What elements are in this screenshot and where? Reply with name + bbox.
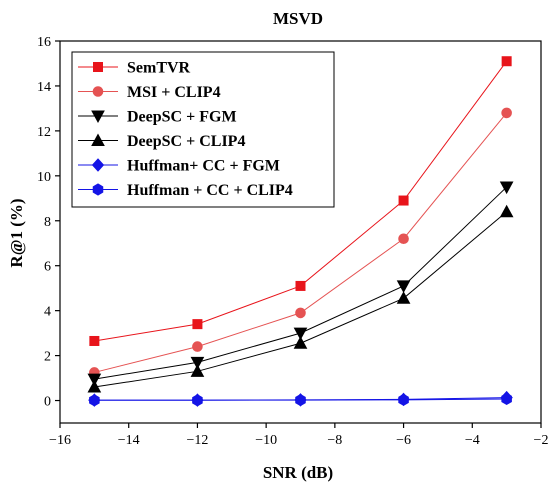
y-tick-label: 0 (44, 395, 51, 410)
legend-label: Huffman+ CC + FGM (127, 158, 280, 175)
legend-marker (91, 133, 105, 146)
x-tick-label: −12 (186, 433, 208, 448)
x-tick-label: −10 (255, 433, 277, 448)
legend-item: Huffman+ CC + FGM (78, 158, 280, 175)
legend-marker (91, 158, 105, 172)
x-axis-title: SNR (dB) (263, 463, 333, 482)
data-point (89, 335, 100, 346)
y-tick-label: 6 (44, 260, 51, 275)
legend-marker (92, 183, 104, 196)
data-point (192, 394, 203, 407)
x-tick-label: −8 (327, 433, 342, 448)
series-3 (87, 204, 514, 393)
data-point (396, 280, 411, 293)
data-point (87, 373, 102, 387)
data-point (499, 204, 514, 218)
data-point (190, 356, 205, 370)
y-tick-label: 14 (37, 80, 51, 95)
chart-title: MSVD (273, 9, 323, 28)
data-point (295, 394, 306, 407)
data-point (501, 392, 512, 406)
legend-label: Huffman + CC + CLIP4 (127, 182, 293, 199)
axes: −16 −14 −12 −10 −8 −6 −4 −2 0 2 4 6 8 10 12 14 16 (37, 35, 548, 448)
data-point (295, 307, 306, 319)
series-0 (89, 56, 512, 346)
legend-marker (92, 86, 104, 97)
y-tick-label: 12 (37, 125, 51, 140)
legend-item: SemTVR (78, 60, 191, 77)
data-point (398, 195, 409, 206)
y-tick-label: 4 (44, 305, 51, 320)
data-point (89, 394, 100, 407)
series-2 (87, 181, 514, 387)
y-axis-title: R@1 (%) (7, 198, 26, 267)
legend-item: Huffman + CC + CLIP4 (78, 182, 293, 199)
y-tick-label: 2 (44, 350, 51, 365)
series-layer (87, 56, 514, 407)
data-point (293, 327, 308, 341)
legend: SemTVR MSI + CLIP4 DeepSC + FGM DeepSC + CL… (71, 51, 335, 208)
data-point (295, 280, 306, 291)
data-point (87, 380, 102, 393)
series-1 (89, 107, 512, 378)
legend-label: SemTVR (127, 60, 191, 77)
data-point (398, 393, 409, 406)
data-point (192, 319, 203, 330)
x-tick-label: −16 (49, 433, 71, 448)
data-point (501, 56, 512, 67)
legend-label: DeepSC + FGM (127, 109, 237, 126)
y-tick-label: 10 (37, 170, 51, 185)
legend-item: DeepSC + CLIP4 (78, 133, 245, 150)
legend-box (71, 51, 335, 208)
data-point (293, 336, 308, 349)
legend-marker (93, 62, 103, 72)
series-line (94, 211, 507, 388)
data-point (499, 181, 514, 195)
data-point (501, 107, 512, 119)
x-tick-label: −4 (465, 433, 480, 448)
legend-item: MSI + CLIP4 (78, 84, 221, 101)
series-5 (89, 392, 512, 407)
y-tick-label: 8 (44, 215, 51, 230)
y-tick-label: 16 (37, 35, 51, 50)
x-tick-label: −6 (396, 433, 411, 448)
plot-frame (59, 40, 542, 424)
data-point (192, 341, 203, 352)
legend-item: DeepSC + FGM (78, 109, 237, 126)
legend-label: MSI + CLIP4 (127, 84, 221, 101)
data-point (396, 291, 411, 304)
data-point (190, 364, 205, 377)
data-point (398, 233, 409, 245)
x-tick-label: −2 (534, 433, 549, 448)
x-tick-label: −14 (118, 433, 140, 448)
legend-label: DeepSC + CLIP4 (127, 133, 245, 150)
legend-marker (91, 110, 105, 124)
